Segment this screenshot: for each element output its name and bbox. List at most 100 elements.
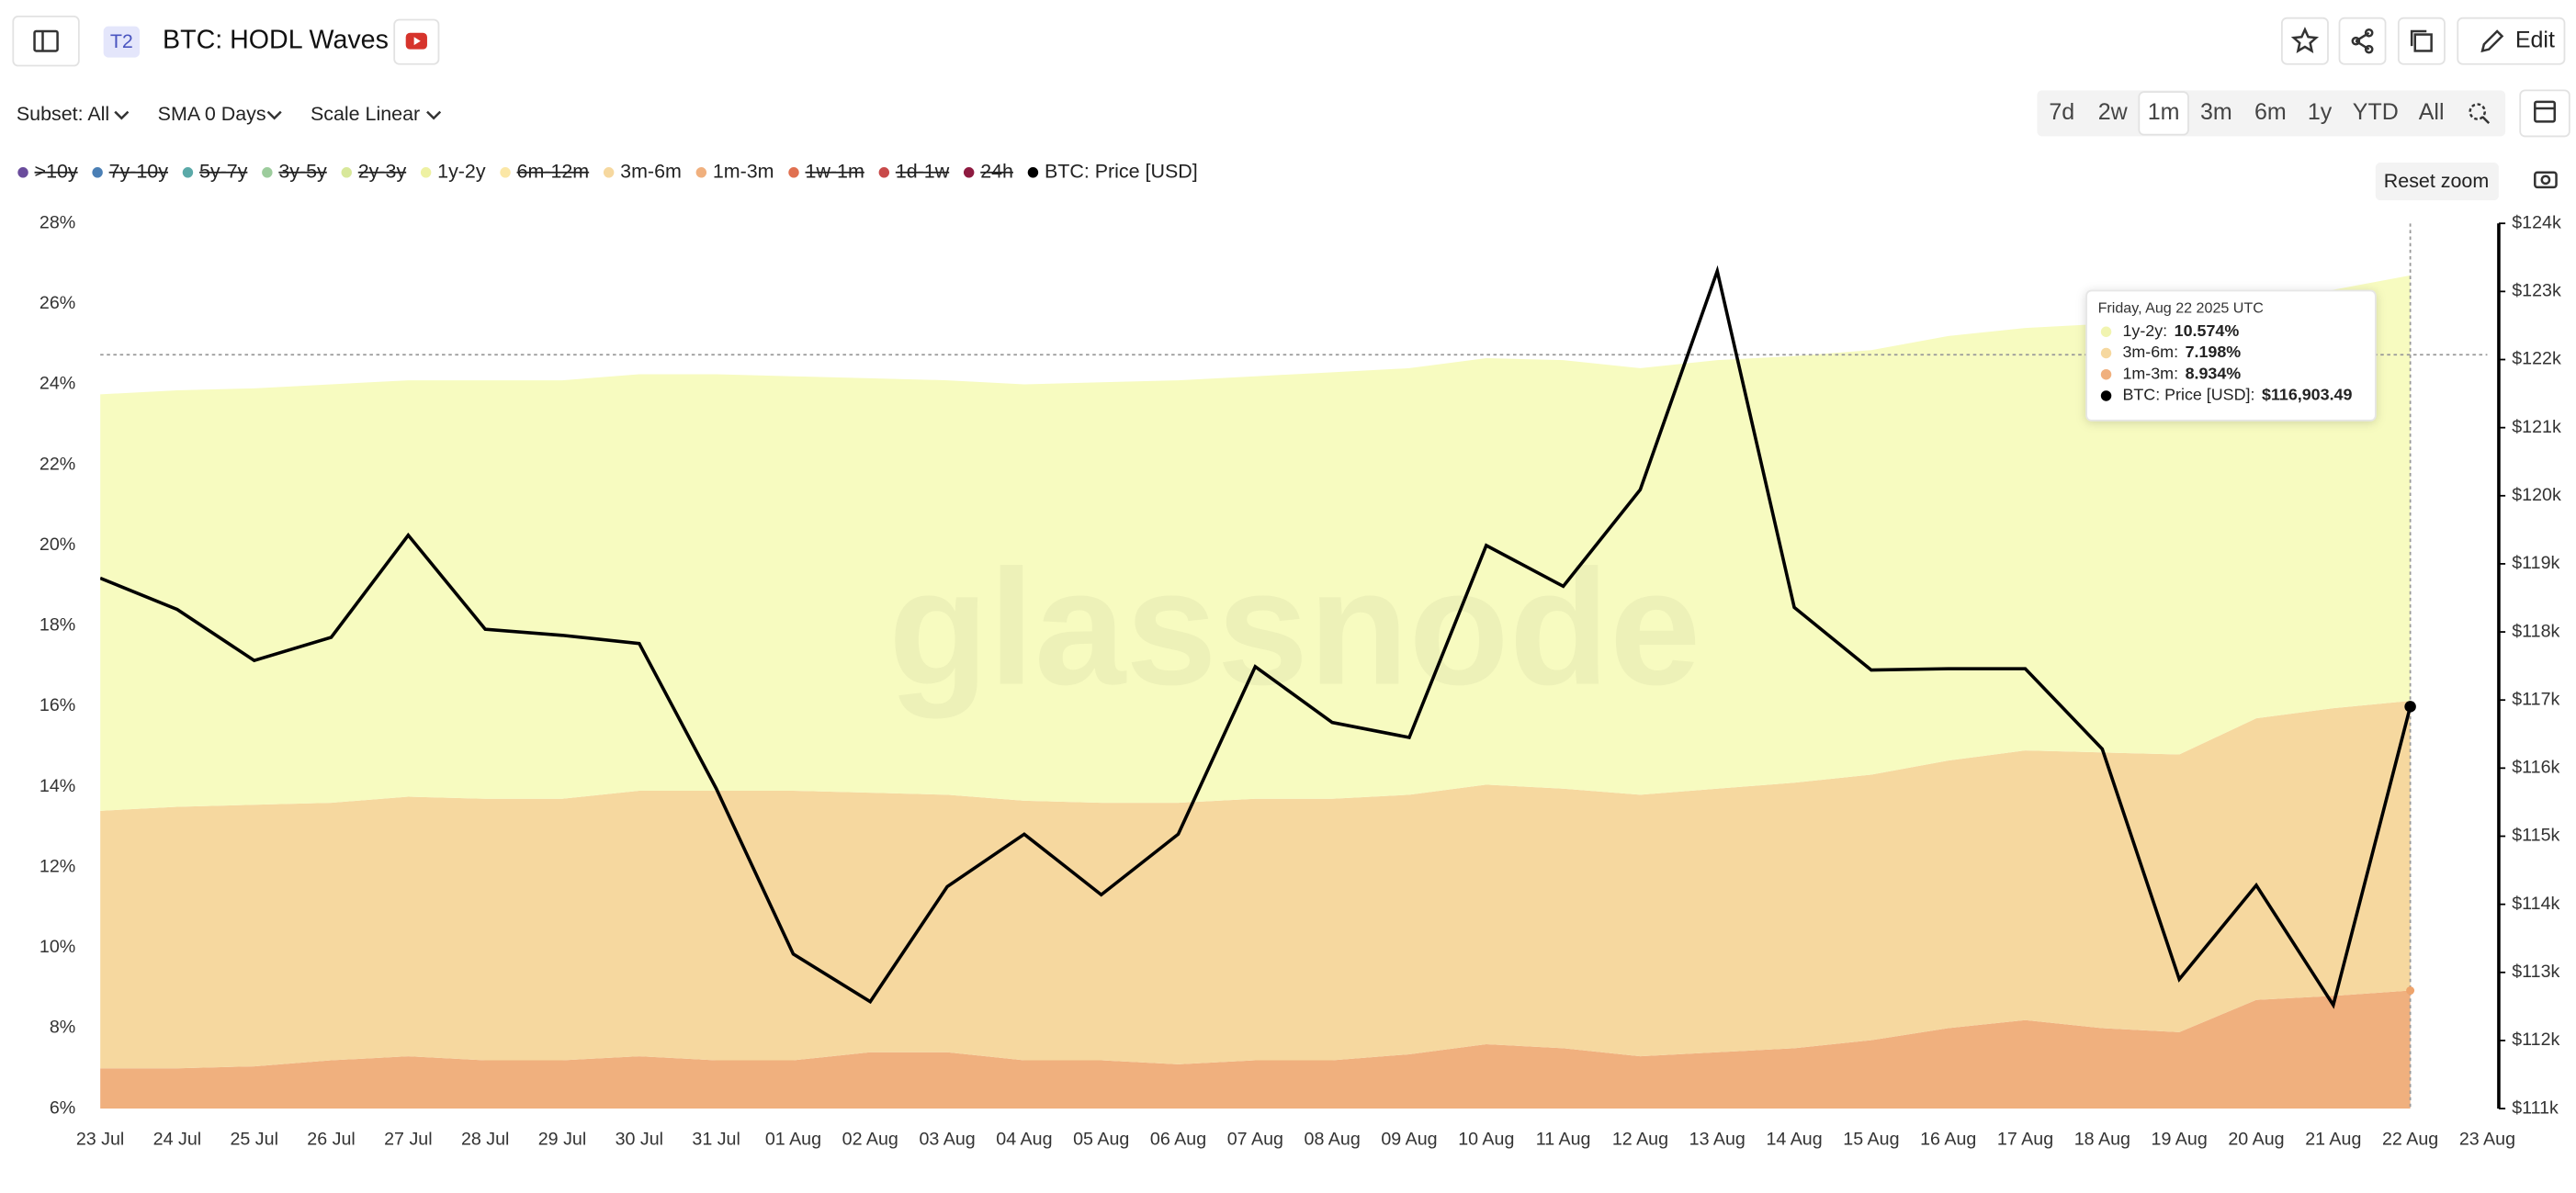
legend-label[interactable]: 7y-10y	[109, 160, 169, 182]
plot-area	[100, 223, 2488, 1109]
legend-label[interactable]: 1y-2y	[437, 160, 486, 182]
x-tick-label: 08 Aug	[1305, 1129, 1361, 1149]
tooltip-colon: :	[2174, 343, 2178, 361]
hover-dot	[2404, 701, 2416, 713]
x-tick-label: 28 Jul	[461, 1129, 509, 1149]
range-buttons: 7d 2w 1m 3m 6m 1y YTD All	[2049, 91, 2445, 136]
legend-label[interactable]: 1m-3m	[713, 160, 774, 182]
x-tick-label: 01 Aug	[765, 1129, 821, 1149]
legend-dot	[341, 167, 352, 178]
y2-tick-label: $121k	[2512, 417, 2561, 437]
x-tick-label: 02 Aug	[842, 1129, 898, 1149]
x-tick-label: 13 Aug	[1689, 1129, 1746, 1149]
y2-tick-label: $111k	[2512, 1097, 2559, 1118]
y2-tick-label: $116k	[2512, 758, 2559, 778]
legend-label[interactable]: 6m-12m	[517, 160, 590, 182]
y-tick-label: 26%	[40, 293, 75, 313]
y-tick-label: 18%	[40, 615, 75, 636]
zoom-icon	[2481, 116, 2491, 125]
y-tick-label: 8%	[50, 1018, 75, 1038]
edit-icon	[2480, 29, 2504, 53]
x-tick-label: 19 Aug	[2152, 1129, 2208, 1149]
y2-tick-label: $120k	[2512, 485, 2561, 505]
badge	[103, 26, 141, 58]
range-button[interactable]: All	[2419, 99, 2445, 125]
legend-label[interactable]: >10y	[35, 160, 78, 182]
range-button[interactable]: 1m	[2148, 99, 2180, 125]
y-tick-label: 28%	[40, 212, 75, 232]
x-tick-label: 18 Aug	[2074, 1129, 2130, 1149]
star-button[interactable]	[2281, 17, 2329, 65]
scale-select[interactable]: Scale Linear	[311, 103, 420, 125]
range-button[interactable]: 1y	[2308, 99, 2333, 125]
tooltip-name: 1y-2y	[2122, 321, 2163, 340]
calendar-button[interactable]	[2519, 89, 2570, 138]
legend-label[interactable]: 5y-7y	[199, 160, 248, 182]
badge-text: T2	[110, 30, 133, 52]
area-band	[100, 990, 2411, 1109]
legend-dot	[17, 167, 28, 178]
y2-tick-label: $112k	[2512, 1030, 2559, 1050]
legend-label[interactable]: 3m-6m	[620, 160, 682, 182]
legend-label[interactable]: 3y-5y	[278, 160, 327, 182]
y2-tick-label: $113k	[2512, 962, 2559, 982]
chevron	[426, 110, 442, 120]
tooltip-dot	[2100, 390, 2112, 401]
y-tick-label: 6%	[50, 1097, 75, 1118]
legend-dot	[695, 167, 707, 178]
copy-icon	[2413, 33, 2433, 52]
x-tick-label: 14 Aug	[1766, 1129, 1822, 1149]
range-button[interactable]: 7d	[2049, 99, 2074, 125]
range-button[interactable]: 6m	[2254, 99, 2287, 125]
area-band	[100, 701, 2411, 1069]
legend-label[interactable]: 1w-1m	[806, 160, 864, 182]
y-tick-label: 12%	[40, 856, 75, 876]
legend-dot	[603, 167, 615, 178]
x-tick-label: 11 Aug	[1536, 1129, 1591, 1149]
youtube-icon	[413, 37, 421, 46]
edit-label: Edit	[2515, 27, 2555, 52]
legend: >10y 7y-10y 5y-7y 3y-5y 2y-3y 1y-2y 6m-12m 3m-6…	[17, 160, 1198, 182]
range-button[interactable]: 2w	[2098, 99, 2129, 125]
tooltip	[2085, 289, 2377, 422]
share-button[interactable]	[2338, 17, 2387, 65]
x-tick-label: 10 Aug	[1458, 1129, 1514, 1149]
y2-tick-label: $117k	[2512, 689, 2559, 709]
x-tick-label: 26 Jul	[307, 1129, 355, 1149]
subset-select[interactable]: Subset: All	[17, 103, 109, 125]
sidebar-toggle[interactable]	[12, 15, 80, 67]
legend-dot	[963, 167, 975, 178]
tooltip-value: 10.574%	[2175, 321, 2240, 340]
copy-icon	[2410, 29, 2427, 47]
x-tick-label: 23 Aug	[2459, 1129, 2515, 1149]
legend-label[interactable]: 1d-1w	[896, 160, 950, 182]
x-tick-label: 22 Aug	[2382, 1129, 2438, 1149]
y-tick-label: 16%	[40, 695, 75, 715]
legend-label[interactable]: 2y-3y	[358, 160, 407, 182]
tooltip-dot	[2100, 347, 2112, 359]
tooltip-name: 3m-6m	[2122, 343, 2174, 361]
x-tick-label: 30 Jul	[616, 1129, 663, 1149]
tooltip-colon: :	[2174, 364, 2178, 382]
x-tick-label: 04 Aug	[996, 1129, 1052, 1149]
range-button[interactable]: 3m	[2200, 99, 2232, 125]
y-tick-label: 14%	[40, 776, 75, 796]
copy-button[interactable]	[2397, 17, 2446, 65]
reset-zoom-button[interactable]	[2375, 163, 2499, 201]
legend-label[interactable]: BTC: Price [USD]	[1045, 160, 1198, 182]
y2-tick-label: $123k	[2512, 281, 2561, 301]
camera-icon[interactable]	[2534, 171, 2558, 189]
x-tick-label: 31 Jul	[692, 1129, 740, 1149]
range-button[interactable]: YTD	[2353, 99, 2399, 125]
range-selected	[2138, 91, 2189, 136]
tooltip-title: Friday, Aug 22 2025 UTC	[2098, 299, 2264, 316]
legend-dot	[788, 167, 799, 178]
edit-button[interactable]	[2457, 17, 2566, 65]
legend-label[interactable]: 24h	[980, 160, 1013, 182]
zoom-icon[interactable]	[2469, 103, 2487, 120]
x-tick-label: 06 Aug	[1150, 1129, 1206, 1149]
x-tick-label: 23 Jul	[76, 1129, 124, 1149]
area-band	[100, 275, 2411, 811]
sma-select[interactable]: SMA 0 Days	[158, 103, 266, 125]
